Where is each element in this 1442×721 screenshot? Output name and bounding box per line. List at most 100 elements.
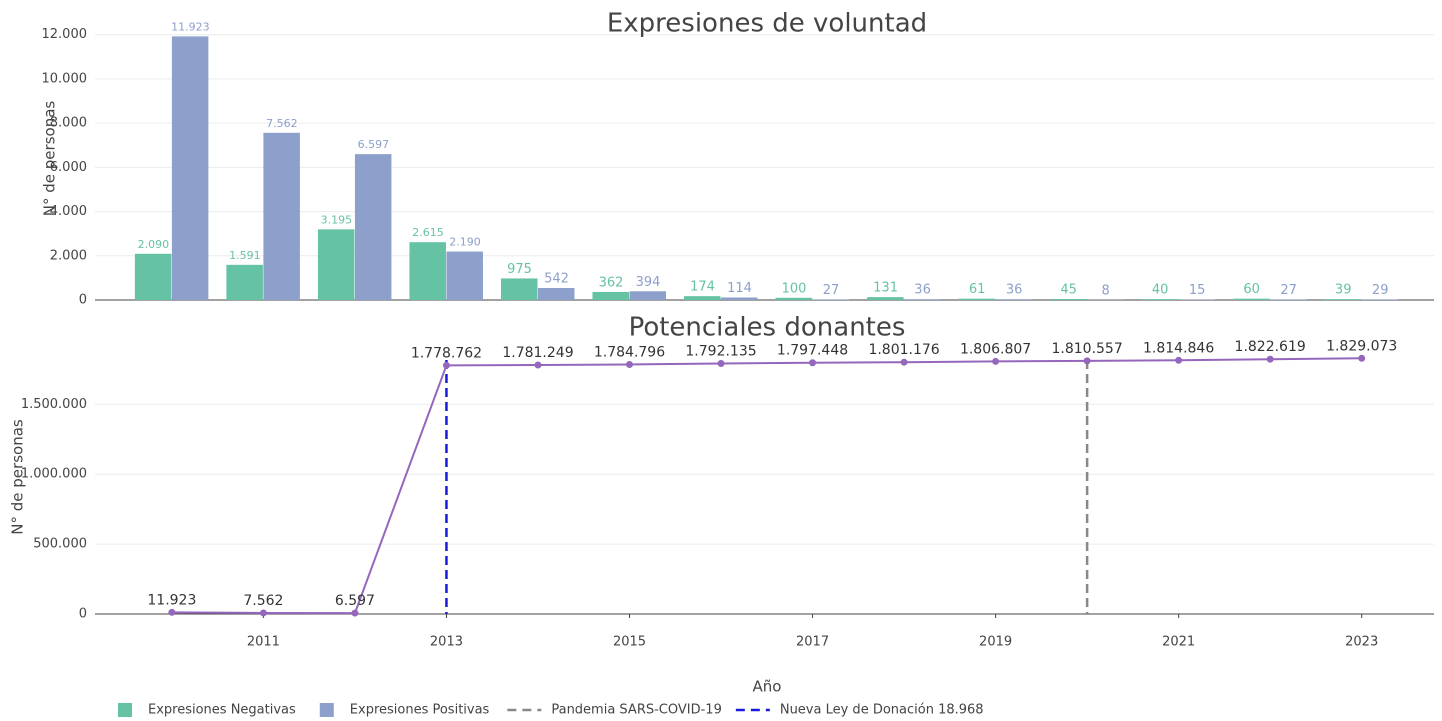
point bbox=[626, 360, 634, 368]
data-label: 11.923 bbox=[147, 592, 196, 608]
y-tick-label: 10.000 bbox=[42, 71, 88, 86]
bar bbox=[812, 299, 850, 300]
bar bbox=[1270, 299, 1307, 300]
y-tick-label: 500.000 bbox=[33, 537, 87, 552]
bar bbox=[500, 278, 538, 300]
data-label: 39 bbox=[1335, 283, 1352, 298]
data-label: 61 bbox=[969, 282, 986, 297]
x-tick-label: 2013 bbox=[430, 635, 463, 650]
y-axis-label: N° de personas bbox=[9, 419, 27, 535]
data-label: 7.562 bbox=[266, 117, 298, 130]
data-label: 60 bbox=[1243, 282, 1260, 297]
data-label: 15 bbox=[1189, 283, 1206, 298]
x-tick-label: 2019 bbox=[979, 635, 1012, 650]
point bbox=[1083, 357, 1091, 365]
bar bbox=[592, 291, 630, 300]
data-label: 1.814.846 bbox=[1143, 340, 1214, 356]
bar bbox=[958, 298, 996, 300]
bar bbox=[263, 132, 300, 300]
data-label: 1.781.249 bbox=[502, 345, 573, 361]
data-label: 362 bbox=[599, 275, 624, 290]
y-tick-label: 6.000 bbox=[50, 160, 87, 175]
point bbox=[992, 357, 1000, 365]
data-label: 1.829.073 bbox=[1326, 338, 1397, 354]
x-tick-label: 2017 bbox=[796, 635, 829, 650]
chart-title: Expresiones de voluntad bbox=[607, 9, 927, 39]
data-label: 11.923 bbox=[171, 20, 210, 33]
line bbox=[171, 357, 1362, 615]
point bbox=[900, 358, 908, 366]
bar bbox=[226, 264, 263, 300]
data-label: 1.806.807 bbox=[960, 341, 1031, 357]
x-axis-label: Año bbox=[753, 678, 782, 696]
bar bbox=[1361, 299, 1399, 300]
bar bbox=[1233, 298, 1270, 300]
data-label: 6.597 bbox=[358, 138, 390, 151]
point bbox=[717, 359, 725, 367]
data-label: 27 bbox=[823, 283, 840, 298]
bar bbox=[409, 242, 446, 300]
bar bbox=[995, 299, 1033, 300]
legend-label: Pandemia SARS-COVID-19 bbox=[551, 703, 722, 718]
legend-swatch bbox=[319, 703, 334, 717]
data-label: 1.801.176 bbox=[868, 342, 939, 358]
legend-label: Expresiones Negativas bbox=[148, 703, 296, 718]
data-label: 100 bbox=[782, 281, 807, 296]
y-tick-label: 2.000 bbox=[50, 248, 87, 263]
y-tick-label: 0 bbox=[79, 293, 87, 308]
data-label: 2.615 bbox=[412, 226, 444, 239]
chart-title: Potenciales donantes bbox=[629, 313, 906, 343]
point bbox=[534, 361, 542, 369]
data-label: 174 bbox=[690, 280, 715, 295]
bar bbox=[684, 296, 721, 300]
y-tick-label: 12.000 bbox=[42, 27, 88, 42]
x-tick-label: 2015 bbox=[613, 635, 646, 650]
legend-label: Expresiones Positivas bbox=[350, 703, 490, 718]
x-tick-label: 2011 bbox=[247, 635, 280, 650]
bar bbox=[354, 154, 392, 300]
data-label: 3.195 bbox=[321, 213, 353, 226]
bar bbox=[317, 229, 355, 300]
bar bbox=[721, 297, 758, 300]
data-label: 394 bbox=[636, 275, 661, 290]
data-label: 8 bbox=[1101, 283, 1109, 298]
data-label: 6.597 bbox=[335, 593, 375, 609]
data-label: 1.778.762 bbox=[411, 345, 482, 361]
data-label: 45 bbox=[1060, 283, 1077, 298]
bar bbox=[1050, 299, 1087, 300]
bar bbox=[171, 36, 209, 300]
point bbox=[442, 361, 450, 369]
bar bbox=[446, 251, 483, 300]
data-label: 542 bbox=[544, 272, 569, 287]
data-label: 1.810.557 bbox=[1051, 341, 1122, 357]
legend-swatch bbox=[118, 703, 132, 717]
point bbox=[168, 608, 176, 616]
point bbox=[351, 609, 359, 617]
x-tick-label: 2023 bbox=[1345, 635, 1378, 650]
data-label: 7.562 bbox=[243, 593, 283, 609]
y-tick-label: 1.500.000 bbox=[21, 397, 87, 412]
y-tick-label: 8.000 bbox=[50, 116, 87, 131]
point bbox=[1266, 355, 1274, 363]
data-label: 1.591 bbox=[229, 249, 261, 262]
data-label: 114 bbox=[727, 281, 752, 296]
data-label: 1.797.448 bbox=[777, 343, 848, 359]
point bbox=[1358, 354, 1366, 362]
y-tick-label: 1.000.000 bbox=[21, 467, 87, 482]
data-label: 36 bbox=[914, 283, 931, 298]
x-tick-label: 2021 bbox=[1162, 635, 1195, 650]
data-label: 975 bbox=[507, 262, 532, 277]
bar bbox=[629, 291, 667, 300]
data-label: 1.792.135 bbox=[685, 343, 756, 359]
data-label: 131 bbox=[873, 281, 898, 296]
data-label: 1.784.796 bbox=[594, 344, 665, 360]
data-label: 1.822.619 bbox=[1235, 339, 1306, 355]
y-axis-label: N° de personas bbox=[41, 101, 59, 217]
data-label: 29 bbox=[1372, 283, 1389, 298]
bar bbox=[867, 297, 904, 300]
bar bbox=[537, 288, 575, 300]
bar bbox=[1324, 299, 1362, 300]
bar bbox=[904, 299, 941, 300]
data-label: 27 bbox=[1280, 283, 1297, 298]
